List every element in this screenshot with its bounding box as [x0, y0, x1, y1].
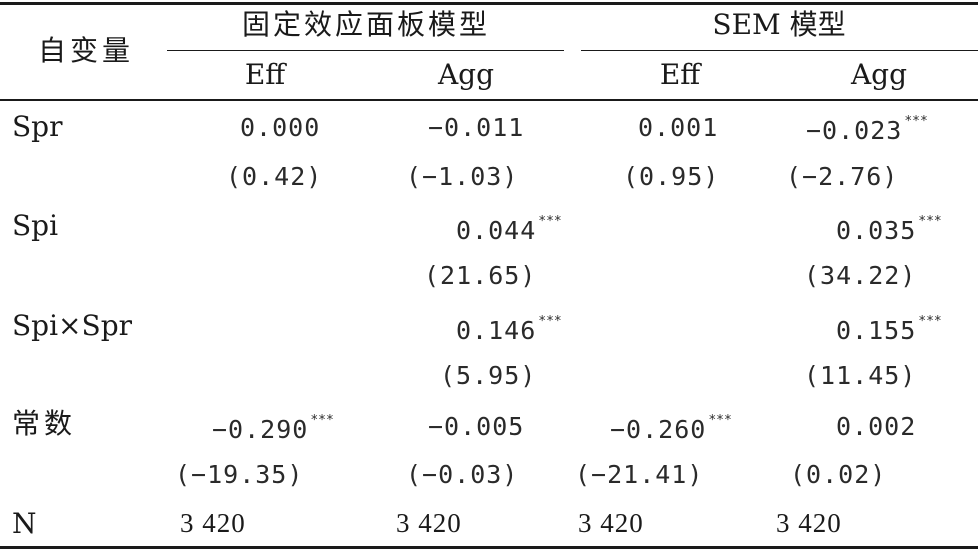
table-top-rule — [0, 2, 978, 5]
coef-spixspr-agg-sem: 0.155 *** — [836, 314, 942, 345]
tstat-spr-agg-fe: (−1.03) — [406, 162, 519, 191]
significance-stars: *** — [310, 413, 334, 428]
tstat-spr-agg-sem: (−2.76) — [786, 162, 899, 191]
tstat-const-agg-sem: (0.02) — [790, 460, 887, 489]
significance-stars: *** — [538, 214, 562, 229]
n-eff-sem: 3 420 — [578, 508, 644, 538]
group1-underline — [167, 50, 564, 51]
n-agg-sem: 3 420 — [776, 508, 842, 538]
header-bottom-rule — [0, 99, 978, 101]
significance-stars: *** — [538, 314, 562, 329]
tstat-spixspr-agg-fe: (5.95) — [440, 361, 537, 390]
header-group-sem: SEM 模型 — [712, 8, 846, 41]
tstat-spi-agg-sem: (34.22) — [804, 261, 917, 290]
tstat-spr-eff-sem: (0.95) — [623, 162, 720, 191]
coef-spr-agg-fe: −0.011 — [428, 113, 525, 142]
tstat-spi-agg-fe: (21.65) — [424, 261, 537, 290]
coef-spr-eff-sem: 0.001 — [638, 113, 719, 142]
header-col-agg-1: Agg — [437, 58, 495, 91]
tstat-spr-eff-fe: (0.42) — [226, 162, 323, 191]
tstat-const-agg-fe: (−0.03) — [406, 460, 519, 489]
significance-stars: *** — [918, 214, 942, 229]
significance-stars: *** — [918, 314, 942, 329]
header-group-fixed-effects: 固定效应面板模型 — [241, 8, 491, 41]
coef-const-eff-fe: −0.290 *** — [212, 413, 334, 444]
row-label-spr: Spr — [12, 110, 63, 143]
row-label-spi: Spi — [12, 209, 59, 242]
significance-stars: *** — [904, 114, 928, 129]
table-bottom-rule — [0, 546, 978, 549]
significance-stars: *** — [708, 413, 732, 428]
coef-const-agg-sem: 0.002 — [836, 412, 917, 441]
coef-spi-agg-fe: 0.044 *** — [456, 214, 562, 245]
tstat-const-eff-fe: (−19.35) — [175, 460, 304, 489]
coef-spi-agg-sem: 0.035 *** — [836, 214, 942, 245]
tstat-const-eff-sem: (−21.41) — [575, 460, 704, 489]
row-label-constant: 常数 — [12, 407, 77, 440]
coef-const-agg-fe: −0.005 — [428, 412, 525, 441]
header-col-eff-1: Eff — [244, 58, 286, 91]
n-agg-fe: 3 420 — [396, 508, 462, 538]
header-variable: 自变量 — [38, 34, 135, 67]
n-eff-fe: 3 420 — [180, 508, 246, 538]
coef-spr-eff-fe: 0.000 — [240, 113, 321, 142]
row-label-spi-x-spr: Spi×Spr — [12, 309, 133, 342]
header-col-agg-2: Agg — [850, 58, 908, 91]
coef-const-eff-sem: −0.260 *** — [610, 413, 732, 444]
group2-underline — [581, 50, 978, 51]
tstat-spixspr-agg-sem: (11.45) — [804, 361, 917, 390]
coef-spixspr-agg-fe: 0.146 *** — [456, 314, 562, 345]
row-label-n: N — [12, 507, 37, 540]
coef-spr-agg-sem: −0.023 *** — [806, 114, 928, 145]
header-col-eff-2: Eff — [659, 58, 701, 91]
